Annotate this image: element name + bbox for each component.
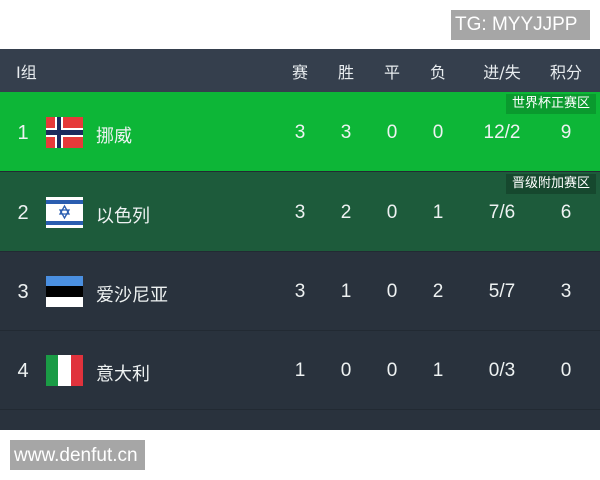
- israel-flag-icon: [46, 197, 83, 228]
- played: 3: [294, 122, 306, 143]
- points: 9: [560, 122, 572, 143]
- table-row[interactable]: 3 爱沙尼亚 3 1 0 2 5/7 3: [0, 251, 600, 331]
- italy-flag-icon: [46, 355, 83, 386]
- col-drawn: 平: [383, 63, 401, 82]
- drawn: 0: [386, 360, 398, 381]
- standings-table: I组 赛 胜 平 负 进/失 积分 世界杯正赛区 1 挪威 3 3 0 0 12…: [0, 49, 600, 430]
- points: 0: [560, 360, 572, 381]
- drawn: 0: [386, 122, 398, 143]
- table-row[interactable]: 晋级附加赛区 2 以色列 3 2 0 1 7/6 6: [0, 172, 600, 252]
- drawn: 0: [386, 202, 398, 223]
- tg-watermark: TG: MYYJJPP: [451, 10, 590, 40]
- goals: 12/2: [483, 122, 521, 143]
- goals: 0/3: [488, 360, 516, 381]
- col-lost: 负: [429, 63, 447, 82]
- zone-badge: 晋级附加赛区: [505, 174, 596, 194]
- played: 3: [294, 202, 306, 223]
- rank: 4: [17, 360, 29, 382]
- goals: 7/6: [488, 202, 516, 223]
- zone-badge: 世界杯正赛区: [505, 94, 596, 114]
- points: 3: [560, 281, 572, 302]
- played: 3: [294, 281, 306, 302]
- rank: 3: [17, 281, 29, 303]
- rank: 2: [17, 202, 29, 224]
- points: 6: [560, 202, 572, 223]
- team-name: 以色列: [96, 206, 150, 227]
- won: 2: [340, 202, 352, 223]
- lost: 1: [432, 360, 444, 381]
- won: 1: [340, 281, 352, 302]
- lost: 2: [432, 281, 444, 302]
- goals: 5/7: [488, 281, 516, 302]
- lost: 1: [432, 202, 444, 223]
- col-goals: 进/失: [483, 63, 521, 82]
- team-name: 爱沙尼亚: [96, 285, 168, 306]
- col-won: 胜: [337, 63, 355, 82]
- table-row[interactable]: 4 意大利 1 0 0 1 0/3 0: [0, 330, 600, 410]
- table-header: I组 赛 胜 平 负 进/失 积分: [0, 49, 600, 92]
- team-name: 挪威: [96, 126, 132, 147]
- col-played: 赛: [291, 63, 309, 82]
- won: 0: [340, 360, 352, 381]
- group-label: I组: [16, 63, 37, 82]
- won: 3: [340, 122, 352, 143]
- norway-flag-icon: [46, 117, 83, 148]
- rank: 1: [17, 122, 29, 144]
- played: 1: [294, 360, 306, 381]
- drawn: 0: [386, 281, 398, 302]
- col-points: 积分: [549, 63, 583, 82]
- lost: 0: [432, 122, 444, 143]
- table-row[interactable]: 世界杯正赛区 1 挪威 3 3 0 0 12/2 9: [0, 92, 600, 172]
- site-watermark: www.denfut.cn: [10, 440, 145, 470]
- estonia-flag-icon: [46, 276, 83, 307]
- team-name: 意大利: [96, 364, 150, 385]
